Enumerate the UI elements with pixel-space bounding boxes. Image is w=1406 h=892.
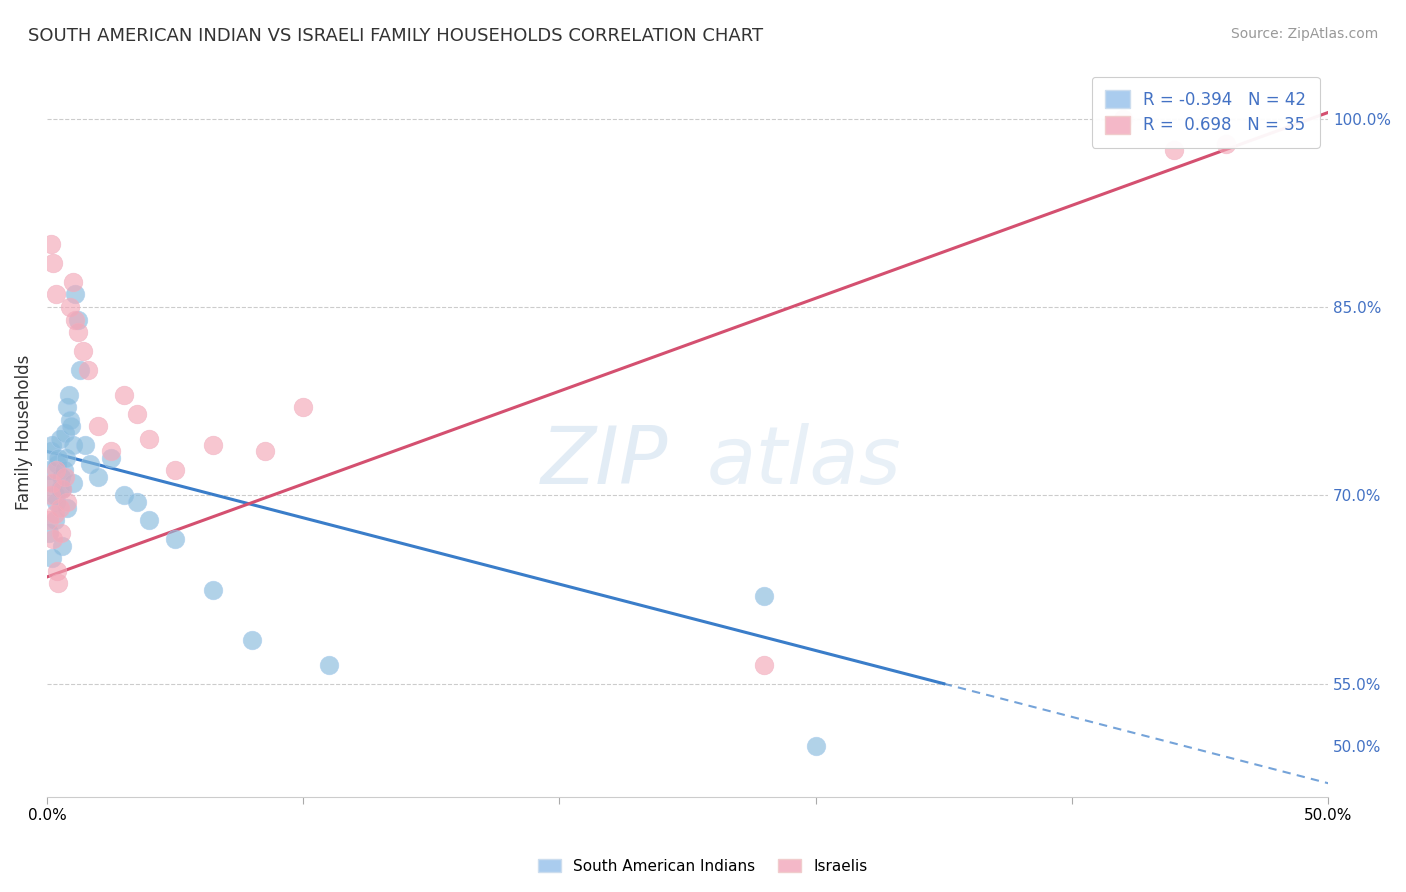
Point — [56, 401, 79, 415]
Point — [66, 312, 89, 326]
Point — [163, 463, 186, 477]
Point — [56, 500, 79, 515]
Point — [202, 582, 225, 597]
Point — [39, 488, 62, 502]
Point — [44, 513, 66, 527]
Text: Source: ZipAtlas.com: Source: ZipAtlas.com — [1230, 27, 1378, 41]
Point — [52, 463, 75, 477]
Point — [125, 494, 148, 508]
Point — [55, 450, 77, 465]
Point — [38, 513, 60, 527]
Point — [62, 475, 84, 490]
Point — [51, 539, 73, 553]
Point — [72, 343, 94, 358]
Point — [100, 444, 122, 458]
Point — [253, 444, 276, 458]
Legend: South American Indians, Israelis: South American Indians, Israelis — [531, 853, 875, 880]
Point — [66, 325, 89, 339]
Point — [202, 438, 225, 452]
Point — [42, 256, 65, 270]
Point — [58, 388, 80, 402]
Point — [63, 312, 86, 326]
Point — [41, 438, 63, 452]
Text: ZIP: ZIP — [541, 423, 668, 500]
Point — [49, 469, 72, 483]
Point — [44, 488, 66, 502]
Point — [53, 469, 76, 483]
Point — [46, 564, 69, 578]
Point — [112, 388, 135, 402]
Point — [62, 438, 84, 452]
Point — [60, 419, 83, 434]
Point — [79, 457, 101, 471]
Point — [125, 407, 148, 421]
Point — [59, 413, 82, 427]
Point — [75, 438, 97, 452]
Point — [138, 432, 160, 446]
Point — [39, 237, 62, 252]
Point — [69, 363, 91, 377]
Point — [87, 419, 110, 434]
Point — [240, 632, 263, 647]
Y-axis label: Family Households: Family Households — [15, 355, 32, 510]
Point — [48, 432, 70, 446]
Point — [59, 300, 82, 314]
Point — [63, 287, 86, 301]
Point — [39, 444, 62, 458]
Point — [754, 657, 776, 672]
Point — [51, 482, 73, 496]
Point — [48, 576, 70, 591]
Point — [1112, 112, 1135, 126]
Point — [48, 500, 70, 515]
Point — [163, 533, 186, 547]
Point — [51, 482, 73, 496]
Point — [87, 469, 110, 483]
Point — [38, 526, 60, 541]
Point — [45, 287, 67, 301]
Point — [53, 425, 76, 440]
Point — [45, 463, 67, 477]
Point — [56, 494, 79, 508]
Point — [48, 450, 70, 465]
Point — [1215, 136, 1237, 151]
Point — [100, 450, 122, 465]
Point — [292, 401, 315, 415]
Point — [112, 488, 135, 502]
Point — [77, 363, 100, 377]
Point — [44, 507, 66, 521]
Point — [804, 739, 827, 754]
Point — [318, 657, 340, 672]
Point — [754, 589, 776, 603]
Point — [1163, 143, 1185, 157]
Point — [48, 482, 70, 496]
Point — [41, 551, 63, 566]
Point — [46, 457, 69, 471]
Text: SOUTH AMERICAN INDIAN VS ISRAELI FAMILY HOUSEHOLDS CORRELATION CHART: SOUTH AMERICAN INDIAN VS ISRAELI FAMILY … — [28, 27, 763, 45]
Point — [49, 526, 72, 541]
Point — [138, 513, 160, 527]
Point — [41, 475, 63, 490]
Point — [42, 475, 65, 490]
Point — [42, 533, 65, 547]
Text: atlas: atlas — [707, 423, 901, 500]
Point — [45, 494, 67, 508]
Point — [62, 275, 84, 289]
Legend: R = -0.394   N = 42, R =  0.698   N = 35: R = -0.394 N = 42, R = 0.698 N = 35 — [1092, 77, 1320, 147]
Point — [38, 463, 60, 477]
